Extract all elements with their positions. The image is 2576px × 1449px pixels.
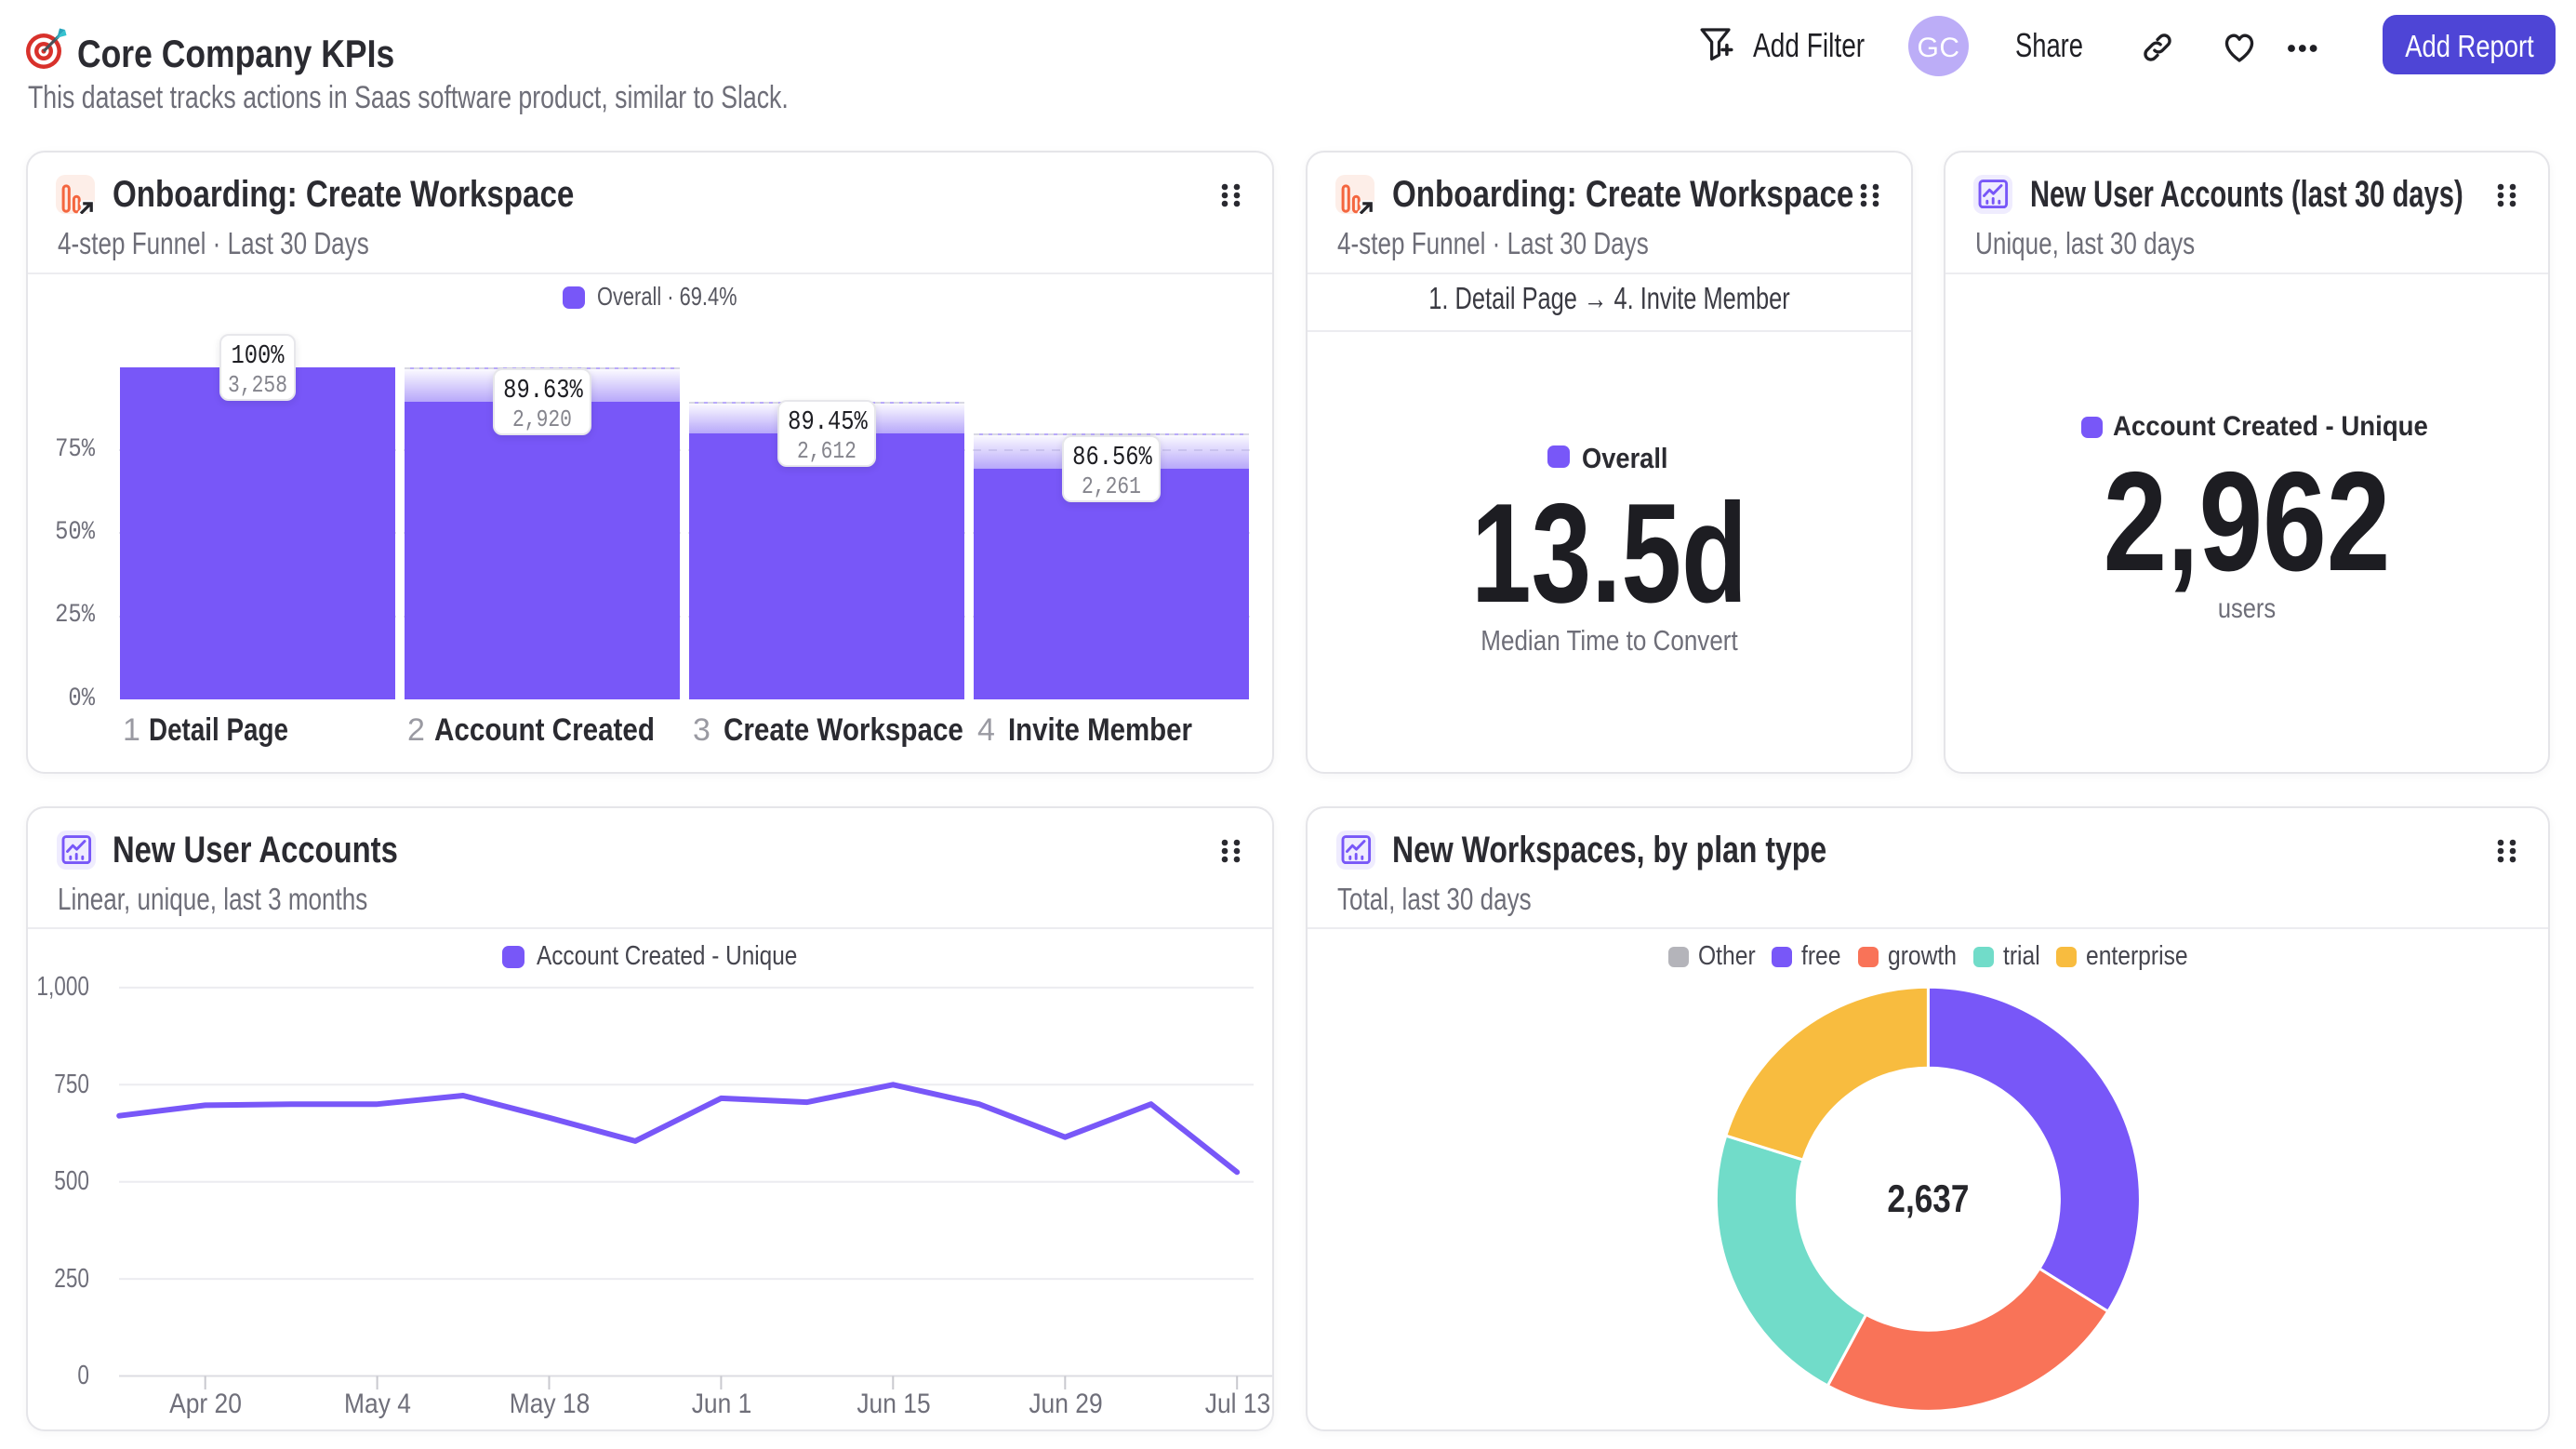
- svg-text:2,637: 2,637: [1887, 1176, 1969, 1220]
